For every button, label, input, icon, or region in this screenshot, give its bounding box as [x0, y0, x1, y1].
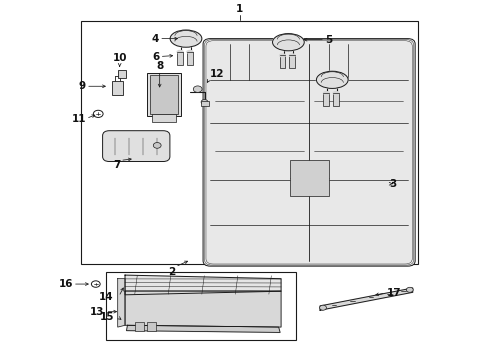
Ellipse shape	[186, 50, 192, 53]
Polygon shape	[320, 288, 412, 310]
Bar	[152, 114, 176, 122]
Circle shape	[193, 86, 202, 93]
Ellipse shape	[272, 33, 304, 51]
Text: 3: 3	[389, 179, 396, 189]
Polygon shape	[125, 291, 281, 327]
Text: 9: 9	[79, 81, 86, 91]
Ellipse shape	[332, 92, 338, 95]
Polygon shape	[126, 325, 280, 332]
Text: 15: 15	[99, 312, 114, 322]
Circle shape	[319, 305, 326, 310]
Polygon shape	[118, 279, 125, 327]
Bar	[279, 55, 285, 68]
Text: 10: 10	[112, 53, 127, 63]
Text: 6: 6	[152, 51, 159, 62]
Ellipse shape	[177, 50, 183, 53]
Text: 1: 1	[236, 4, 243, 14]
Bar	[118, 70, 126, 78]
Text: 12: 12	[209, 69, 224, 79]
Text: 11: 11	[71, 113, 86, 123]
Ellipse shape	[170, 30, 202, 47]
Bar	[150, 75, 178, 113]
Polygon shape	[125, 275, 281, 295]
Bar	[147, 73, 181, 116]
Text: 5: 5	[325, 35, 331, 45]
Bar	[147, 322, 156, 330]
Bar	[186, 52, 192, 65]
Circle shape	[201, 99, 207, 104]
Polygon shape	[210, 44, 407, 261]
Ellipse shape	[289, 54, 295, 57]
Bar	[289, 55, 295, 68]
Circle shape	[153, 143, 161, 148]
Ellipse shape	[316, 71, 347, 89]
Bar	[135, 322, 143, 330]
Text: 7: 7	[113, 161, 120, 170]
Bar	[105, 271, 295, 339]
Bar	[177, 52, 183, 65]
Text: 16: 16	[59, 279, 74, 289]
Bar	[332, 93, 338, 106]
Text: 13: 13	[90, 307, 104, 317]
Bar	[323, 93, 329, 106]
Text: 17: 17	[386, 288, 401, 298]
Circle shape	[406, 287, 412, 292]
Text: 2: 2	[168, 267, 175, 277]
Text: 8: 8	[156, 60, 163, 71]
Bar	[81, 21, 417, 264]
Bar	[289, 161, 328, 196]
FancyBboxPatch shape	[203, 39, 414, 266]
Text: 14: 14	[99, 292, 114, 302]
Text: 4: 4	[151, 33, 159, 44]
Bar	[200, 100, 209, 105]
Bar	[112, 81, 122, 95]
Ellipse shape	[279, 54, 285, 57]
Ellipse shape	[323, 92, 329, 95]
FancyBboxPatch shape	[102, 131, 169, 162]
